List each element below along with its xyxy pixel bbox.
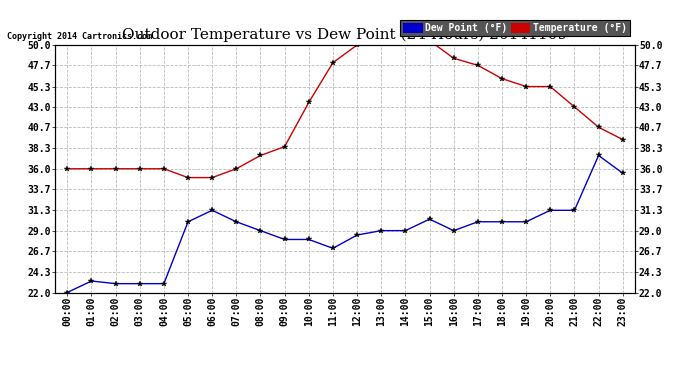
Text: Copyright 2014 Cartronics.com: Copyright 2014 Cartronics.com xyxy=(7,32,152,41)
Legend: Dew Point (°F), Temperature (°F): Dew Point (°F), Temperature (°F) xyxy=(400,20,630,36)
Title: Outdoor Temperature vs Dew Point (24 Hours) 20141109: Outdoor Temperature vs Dew Point (24 Hou… xyxy=(122,28,568,42)
